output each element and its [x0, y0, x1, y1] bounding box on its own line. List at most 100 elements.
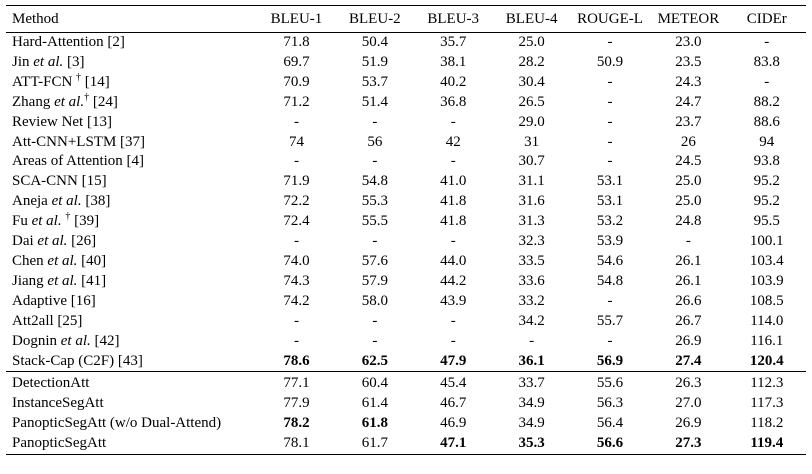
- method-name-post: [26]: [67, 233, 97, 250]
- score-cell: 25.0: [675, 193, 702, 210]
- score-cell: 112.3: [750, 375, 784, 392]
- method-name-pre: Jin: [12, 53, 34, 70]
- score-cell: -: [450, 113, 456, 130]
- score-cell: 51.9: [361, 53, 388, 70]
- score-cell: -: [764, 73, 770, 90]
- score-cell: 30.7: [518, 153, 545, 170]
- score-cell: -: [293, 233, 299, 250]
- score-cell: 46.9: [440, 415, 467, 432]
- score-cell: -: [293, 153, 299, 170]
- score-cell: 119.4: [727, 434, 806, 456]
- method-name-ital: et al.: [33, 53, 64, 70]
- score-cell: -: [764, 34, 770, 50]
- table-row: ATT-FCN † [14] 70.9 53.7 40.2 30.4 - 24.3 -: [6, 72, 806, 93]
- method-name-tail: [39]: [70, 213, 100, 230]
- table-row: Jin et al. [3] 69.7 51.9 38.1 28.2 50.9 23.5 83…: [6, 53, 806, 73]
- score-cell: 100.1: [749, 233, 784, 250]
- score-cell: 71.9: [283, 173, 310, 190]
- score-cell: 78.1: [257, 434, 336, 456]
- method-name-ital: et al.: [51, 193, 82, 210]
- score-cell: -: [607, 133, 613, 150]
- score-cell: 36.1: [492, 351, 571, 373]
- table-row: PanopticSegAtt 78.1 61.7 47.1 35.3 56.6 27.3 11…: [6, 434, 806, 456]
- table-row: PanopticSegAtt (w/o Dual-Attend) 78.2 61.8…: [6, 414, 806, 434]
- method-cell: Jin et al. [3]: [6, 53, 257, 73]
- score-cell: 31.1: [518, 173, 545, 190]
- score-cell: -: [685, 233, 691, 250]
- method-name-ital: et al.: [54, 93, 85, 110]
- method-name-pre: Dognin: [12, 332, 61, 349]
- score-cell: 55.6: [596, 375, 624, 392]
- method-name-post: [38]: [81, 193, 111, 210]
- score-cell: 72.2: [283, 193, 310, 210]
- score-cell: 27.4: [649, 351, 728, 373]
- score-cell: 33.2: [518, 292, 545, 309]
- method-name-pre: PanopticSegAtt (w/o Dual-Attend): [12, 415, 222, 432]
- table-row: Dognin et al. [42] - - - - - 26.9 116.1: [6, 332, 806, 352]
- method-cell: Hard-Attention [2]: [6, 33, 257, 53]
- score-cell: 60.4: [361, 375, 388, 392]
- score-cell: 29.0: [518, 113, 545, 130]
- method-name-ital: et al.: [37, 233, 68, 250]
- table-row: Zhang et al.† [24] 71.2 51.4 36.8 26.5 - 24.7 8…: [6, 91, 806, 113]
- score-cell: -: [607, 113, 613, 130]
- table-row: Att2all [25] - - - 34.2 55.7 26.7 114.0: [6, 312, 806, 332]
- method-name-tail: [14]: [81, 73, 110, 90]
- score-cell: 53.7: [361, 73, 388, 90]
- score-cell: 38.1: [440, 53, 467, 70]
- method-name-pre: Jiang: [12, 272, 48, 289]
- score-cell: 40.2: [440, 73, 467, 90]
- score-cell: 118.2: [750, 415, 784, 432]
- score-cell: 26.3: [675, 375, 702, 392]
- score-cell: 114.0: [750, 312, 784, 329]
- score-cell: 50.4: [361, 34, 388, 50]
- score-cell: 42: [445, 133, 461, 150]
- table-row: Att-CNN+LSTM [37] 74 56 42 31 - 26 94: [6, 133, 806, 153]
- table-row: Aneja et al. [38] 72.2 55.3 41.8 31.6 53.1 25.…: [6, 192, 806, 212]
- score-cell: 53.2: [596, 213, 624, 230]
- score-cell: 55.7: [596, 312, 624, 329]
- method-name-pre: Fu: [12, 213, 32, 230]
- method-name-ital: et al.: [31, 213, 62, 230]
- method-name-pre: Review Net [13]: [12, 113, 112, 130]
- method-cell: Stack-Cap (C2F) [43]: [6, 351, 258, 373]
- score-cell: 33.5: [518, 252, 545, 269]
- method-cell: Dai et al. [26]: [6, 232, 257, 252]
- score-cell: 46.7: [440, 395, 467, 412]
- method-name-tail: [24]: [89, 93, 118, 110]
- table-row: DetectionAtt 77.1 60.4 45.4 33.7 55.6 26.3 112.…: [6, 372, 806, 394]
- method-cell: Areas of Attention [4]: [6, 152, 257, 172]
- score-cell: 61.4: [361, 395, 388, 412]
- score-cell: 47.9: [414, 351, 493, 373]
- score-cell: -: [529, 332, 535, 349]
- score-cell: 93.8: [753, 153, 780, 170]
- method-name-pre: SCA-CNN [15]: [12, 173, 107, 190]
- score-cell: 74: [288, 133, 304, 150]
- score-cell: 69.7: [283, 53, 310, 70]
- header-bleu-3: BLEU-3: [427, 11, 480, 27]
- table-row: Fu et al. † [39] 72.4 55.5 41.8 31.3 53.2 24.8…: [6, 212, 806, 232]
- method-name-pre: Stack-Cap (C2F) [43]: [12, 352, 143, 369]
- score-cell: 30.4: [518, 73, 545, 90]
- score-cell: 95.5: [753, 213, 780, 230]
- table-row: Areas of Attention [4] - - - 30.7 - 24.5 93.8: [6, 152, 806, 172]
- score-cell: 53.1: [596, 193, 624, 210]
- score-cell: 55.3: [361, 193, 388, 210]
- score-cell: 24.3: [675, 73, 702, 90]
- score-cell: 103.4: [749, 252, 784, 269]
- score-cell: 31.3: [518, 213, 545, 230]
- method-name-ital: et al.: [60, 332, 91, 349]
- table-row: InstanceSegAtt 77.9 61.4 46.7 34.9 56.3 27.0 11…: [6, 394, 806, 414]
- score-cell: 74.0: [283, 252, 310, 269]
- method-name-post: [42]: [90, 332, 120, 349]
- score-cell: 41.8: [440, 193, 467, 210]
- method-name-dag: †: [84, 91, 90, 103]
- method-cell: Fu et al. † [39]: [6, 212, 257, 232]
- score-cell: 56.4: [596, 415, 624, 432]
- method-name-post: [40]: [77, 252, 107, 269]
- score-cell: 44.0: [440, 252, 467, 269]
- score-cell: 33.7: [518, 375, 545, 392]
- method-name-ital: et al.: [47, 272, 78, 289]
- score-cell: 33.6: [518, 272, 545, 289]
- score-cell: 71.2: [283, 93, 310, 110]
